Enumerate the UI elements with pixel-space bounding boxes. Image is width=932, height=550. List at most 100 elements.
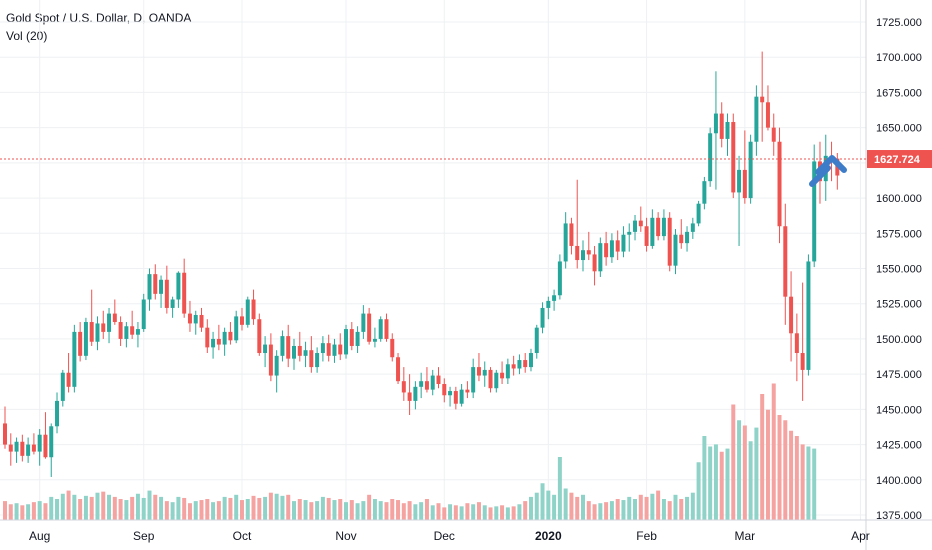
volume-bar [812,448,817,520]
volume-bar [280,495,285,520]
candle-body [320,343,325,354]
candle-body [14,441,19,452]
volume-bar [586,501,591,520]
volume-bar [777,415,782,520]
volume-bar [673,494,678,520]
candle-body [83,322,88,356]
volume-bar [205,499,210,520]
volume-bar [702,436,707,520]
volume-bar [309,502,314,520]
candle-body [26,444,31,456]
volume-bar [765,409,770,520]
volume-bar [789,430,794,520]
candle-body [413,386,418,401]
volume-bar [396,500,401,520]
candle-body [60,372,65,401]
candle-body [615,240,620,252]
volume-bar [384,502,389,520]
candle-body [592,254,597,272]
volume-bar [742,425,747,520]
volume-bar [638,494,643,520]
up-arrow-shaft [809,165,831,187]
candle-body [528,353,533,368]
volume-bar [83,495,88,520]
y-tick-label: 1475.000 [876,369,922,381]
volume-bar [413,504,418,520]
candle-body [679,234,684,244]
y-tick-label: 1725.000 [876,17,922,29]
candle-body [557,261,562,296]
candle-body [89,322,94,342]
volume-bar [199,500,204,520]
candle-body [315,353,320,368]
volume-bar [355,503,360,520]
volume-bar [101,491,106,520]
volume-bar [685,496,690,520]
volume-bar [534,492,539,520]
x-tick-label: Apr [851,529,870,543]
volume-bar [540,483,545,520]
candle-body [309,350,314,368]
volume-bar [488,507,493,520]
x-tick-label: 2020 [535,529,562,543]
candle-body [344,329,349,355]
candle-body [326,343,331,356]
candle-body [141,299,146,330]
volume-bar [31,502,36,520]
candle-body [280,336,285,356]
volume-bar [401,503,406,520]
volume-bar [361,501,366,520]
volume-bar [268,492,273,520]
volume-bar [708,446,713,520]
candle-body [523,360,528,368]
candle-body [8,444,13,452]
volume-bar [794,436,799,520]
volume-bar [546,490,551,520]
volume-bar [453,505,458,520]
candle-body [494,372,499,389]
volume-bar [465,503,470,520]
candle-body [760,96,765,103]
volume-bar [72,494,77,520]
volume-bar [66,490,71,520]
volume-bar [176,496,181,520]
volume-bar [771,383,776,520]
candle-body [72,331,77,387]
current-price-label: 1627.724 [874,154,921,166]
volume-bar [667,501,672,520]
y-tick-label: 1600.000 [876,193,922,205]
candle-body [263,344,268,354]
candle-body [101,323,106,332]
candle-body [708,133,713,182]
candle-body [644,226,649,246]
annotations: 1627.724 [0,150,932,187]
volume-bar [656,490,661,520]
candle-body [31,444,36,452]
candle-body [430,375,435,390]
candle-body [627,231,632,235]
candle-body [372,338,377,342]
candle-body [170,299,175,308]
candle-body [153,274,158,294]
volume-bar [476,502,481,520]
candle-body [661,217,666,237]
candle-body [581,250,585,261]
candle-body [586,250,591,255]
volume-bar [274,493,279,520]
x-tick-label: Oct [233,529,252,543]
volume-bar [528,496,533,520]
volume-bar [164,501,169,520]
volume-bar [216,501,221,520]
candle-body [49,426,54,458]
volume-bar [20,505,25,520]
volume-bar [482,505,487,520]
candle-body [107,313,112,332]
candle-body [355,331,360,346]
candle-body [361,313,366,332]
candle-body [274,355,279,376]
volume-bar [332,500,337,520]
volume-bar [251,495,256,520]
candle-body [95,323,100,342]
candle-body [719,113,724,139]
volume-bar [419,502,424,520]
